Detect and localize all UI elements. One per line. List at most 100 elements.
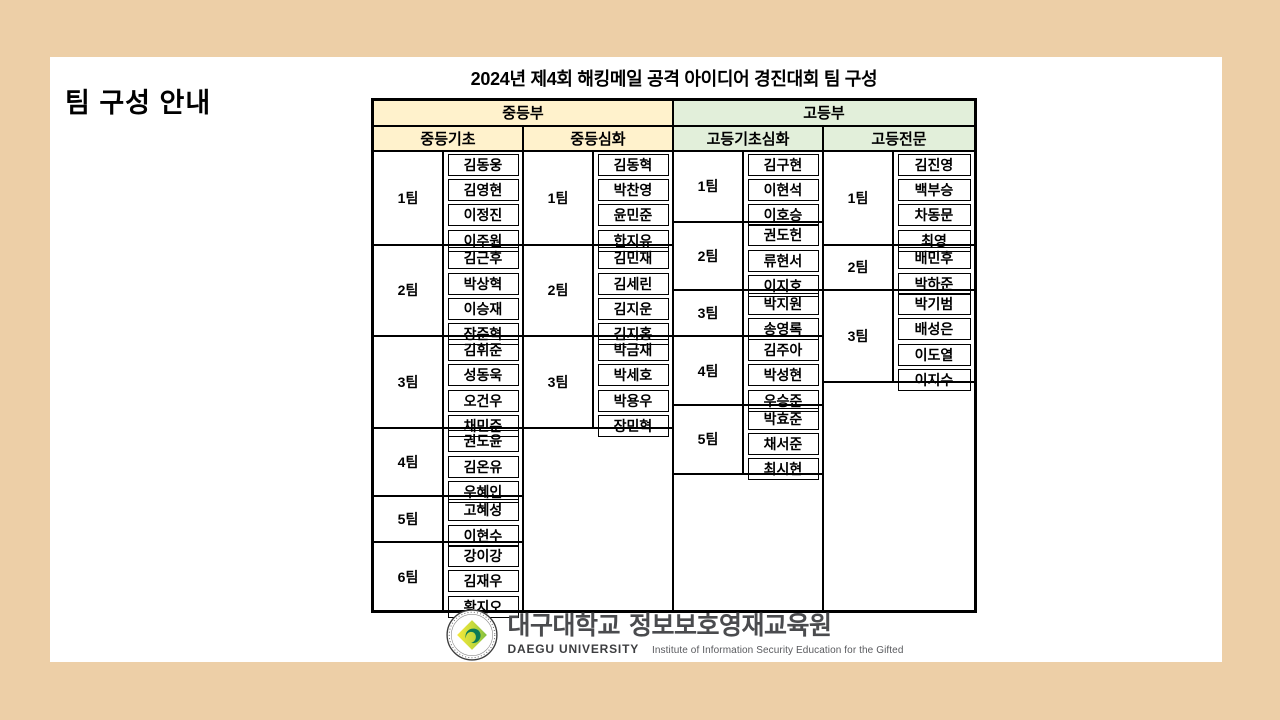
member-slot: 이도열 [894,342,974,367]
team-group: 2팀 김근후 박상혁 이승재 장준혁 [374,243,522,346]
member-name: 김영현 [447,179,519,202]
team-group: 3팀 김휘준 성동욱 오건우 채민준 [374,335,522,437]
logo-text: 대구대학교 정보보호영재교육원 DAEGU UNIVERSITY Institu… [508,614,904,656]
member-slot: 오건우 [444,388,522,413]
member-slot: 이승재 [444,296,522,321]
member-slot: 박용우 [594,388,672,413]
team-members: 김동웅 김영현 이정진 이주원 [444,152,522,252]
member-slot: 채민준 [444,413,522,438]
team-group: 3팀 박지원 송영록 [674,289,822,341]
member-slot: 김영현 [444,177,522,202]
team-label: 5팀 [374,497,444,542]
header-high-professional: 고등전문 [824,126,974,150]
member-name: 박상혁 [447,272,519,295]
table-header-row-tracks: 중등기초 중등심화 고등기초심화 고등전문 [374,126,974,152]
team-members: 고혜성 이현수 [444,497,522,547]
logo-institute-kr: 정보보호영재교육원 [629,612,832,640]
member-name: 박용우 [597,389,669,412]
member-slot: 배민후 [894,246,974,271]
team-members: 박효준 채서준 최시현 [744,406,822,481]
team-label: 5팀 [674,405,744,473]
team-group: 1팀 김동혁 박찬영 윤민준 한지유 [524,152,672,252]
member-name: 류현서 [747,249,819,272]
member-slot: 채서준 [744,431,822,456]
team-members: 권도헌 류현서 이지호 [744,223,822,298]
member-name: 배민후 [897,247,971,270]
team-group: 4팀 권도윤 김온유 우혜인 [374,426,522,504]
member-name: 김온유 [447,455,519,478]
member-name: 차동문 [897,204,971,227]
team-label: 3팀 [524,337,594,427]
member-slot: 김동혁 [594,152,672,177]
member-name: 박기범 [897,293,971,316]
team-table: 중등부 고등부 중등기초 중등심화 고등기초심화 고등전문 1팀 김동웅 김영현 이정… [371,98,977,618]
member-slot: 김휘준 [444,337,522,362]
daegu-university-emblem-icon [445,609,498,661]
member-slot: 김구현 [744,152,822,177]
member-name: 김근후 [447,247,519,270]
empty-cell [524,426,672,610]
member-name: 이지수 [897,369,971,392]
team-group: 2팀 배민후 박하준 [824,243,974,295]
division-column-2: 1팀 김동혁 박찬영 윤민준 한지유 2팀 김민재 김세린 김지운 김지홍 3팀 박금재 박세호 박용우 장… [524,152,674,610]
logo-university-kr: 대구대학교 [507,612,621,640]
team-group: 1팀 김동웅 김영현 이정진 이주원 [374,152,522,252]
member-name: 윤민준 [597,204,669,227]
member-slot: 윤민준 [594,203,672,228]
member-name: 이정진 [447,204,519,227]
team-label: 2팀 [524,245,594,336]
member-slot: 배성은 [894,317,974,342]
team-label: 3팀 [824,291,894,381]
member-name: 박세호 [597,364,669,387]
member-slot: 이정진 [444,203,522,228]
team-members: 김휘준 성동욱 오건우 채민준 [444,337,522,437]
member-name: 박하준 [897,272,971,295]
member-slot: 김진영 [894,152,974,177]
header-high-basic-advanced: 고등기초심화 [674,126,824,150]
member-name: 김민재 [597,247,669,270]
member-slot: 김지홍 [594,322,672,347]
header-middle-advanced: 중등심화 [524,126,674,150]
team-members: 권도윤 김온유 우혜인 [444,429,522,504]
member-slot: 박세호 [594,363,672,388]
slide: 팀 구성 안내 2024년 제4회 해킹메일 공격 아이디어 경진대회 팀 구성… [50,57,1222,662]
member-slot: 차동문 [894,203,974,228]
member-slot: 김온유 [444,454,522,479]
division-column-4: 1팀 김진영 백부승 차동문 최영 2팀 배민후 박하준 3팀 박기범 배성은 이도열 이지수 [824,152,974,610]
member-slot: 김지운 [594,296,672,321]
member-slot: 김세린 [594,271,672,296]
logo-korean-line: 대구대학교 정보보호영재교육원 [508,614,904,639]
member-name: 김세린 [597,272,669,295]
member-slot: 장준혁 [444,322,522,347]
member-name: 이현석 [747,179,819,202]
header-high-school: 고등부 [674,101,974,125]
member-name: 장준혁 [447,323,519,346]
team-label: 3팀 [674,291,744,336]
team-members: 김주아 박성현 우승준 [744,337,822,412]
member-name: 백부승 [897,179,971,202]
team-label: 4팀 [374,428,444,496]
member-name: 이현수 [447,524,519,547]
member-slot: 박상혁 [444,271,522,296]
team-label: 1팀 [824,152,894,244]
member-slot: 김동웅 [444,152,522,177]
member-name: 김주아 [747,338,819,361]
team-group: 6팀 강이강 김재우 황지오 [374,541,522,618]
member-name: 김구현 [747,153,819,176]
empty-cell [674,472,822,610]
slide-side-title: 팀 구성 안내 [65,88,212,118]
table-title: 2024년 제4회 해킹메일 공격 아이디어 경진대회 팀 구성 [470,69,878,89]
member-name: 이도열 [897,343,971,366]
member-name: 김진영 [897,153,971,176]
member-name: 김휘준 [447,338,519,361]
member-name: 박찬영 [597,179,669,202]
member-slot: 이호승 [744,203,822,228]
member-slot: 김민재 [594,246,672,271]
member-name: 김동웅 [447,153,519,176]
member-name: 김지운 [597,298,669,321]
team-label: 6팀 [374,543,444,610]
member-slot: 박성현 [744,363,822,388]
team-group: 5팀 고혜성 이현수 [374,495,522,547]
